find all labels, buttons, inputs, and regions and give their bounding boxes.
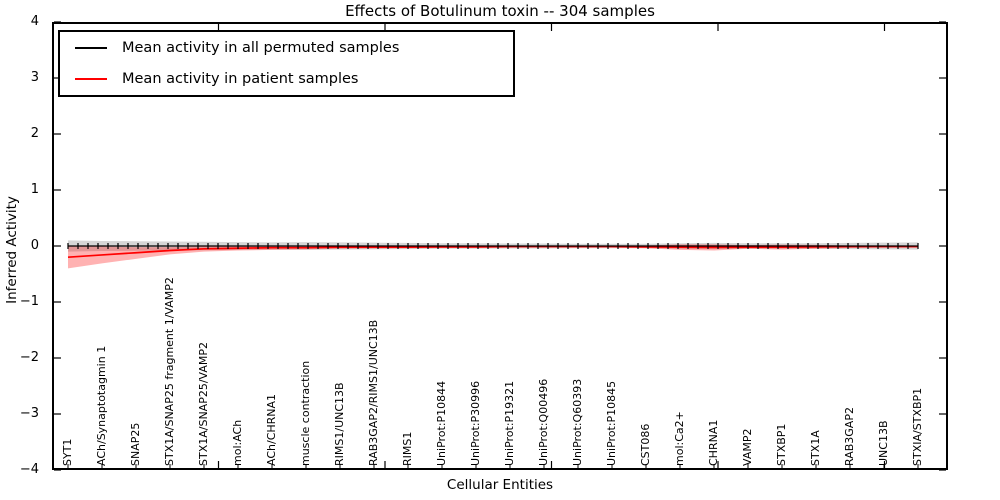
plot-spines (52, 22, 948, 470)
y-tick-label: 4 (30, 14, 39, 29)
x-tick-label: UniProt:P10844 (435, 380, 448, 466)
y-tick-label: −3 (19, 406, 39, 421)
x-tick-label: UniProt:P30996 (469, 380, 482, 466)
y-tick-label: 0 (30, 238, 39, 253)
plot-area (52, 21, 948, 471)
x-tick-label: SNAP25 (129, 422, 142, 466)
x-tick-label: STXIA/STXBP1 (911, 387, 924, 466)
x-tick-label: ACh/CHRNA1 (265, 393, 278, 466)
x-tick-label: RIMS1 (401, 431, 414, 466)
x-tick-label: STX1A/SNAP25 fragment 1/VAMP2 (163, 277, 176, 466)
legend: Mean activity in all permuted samples Me… (58, 30, 515, 97)
chart-title: Effects of Botulinum toxin -- 304 sample… (345, 2, 655, 20)
patient-line (67, 245, 918, 259)
x-tick-label: CST086 (639, 423, 652, 466)
legend-label-permuted: Mean activity in all permuted samples (122, 39, 400, 56)
y-tick-label: −4 (19, 462, 39, 477)
x-tick-label: muscle contraction (299, 360, 312, 466)
x-tick-label: STX1A/SNAP25/VAMP2 (197, 341, 210, 466)
x-tick-label: RAB3GAP2 (843, 407, 856, 466)
x-tick-label: UniProt:P10845 (605, 380, 618, 466)
legend-label-patient: Mean activity in patient samples (122, 70, 359, 87)
x-tick-label: mol:ACh (231, 419, 244, 466)
legend-entry-patient: Mean activity in patient samples (60, 63, 513, 94)
patient-line-swatch (75, 77, 107, 80)
patient-band (68, 244, 918, 269)
x-tick-label: VAMP2 (741, 428, 754, 466)
x-tick-label: ACh/Synaptotagmin 1 (95, 345, 108, 466)
x-tick-label: UNC13B (877, 420, 890, 466)
x-tick-label: mol:Ca2+ (673, 411, 686, 466)
x-axis-label: Cellular Entities (446, 477, 554, 493)
y-tick-label: −2 (19, 350, 39, 365)
legend-entry-permuted: Mean activity in all permuted samples (60, 32, 513, 63)
y-tick-label: 3 (30, 70, 39, 85)
x-tick-label: UniProt:Q60393 (571, 378, 584, 466)
x-tick-label: STXBP1 (775, 423, 788, 466)
x-tick-label: RAB3GAP2/RIMS1/UNC13B (367, 319, 380, 466)
permuted-line-swatch (75, 46, 107, 49)
chart-svg (52, 21, 948, 471)
x-tick-label: CHRNA1 (707, 419, 720, 466)
x-tick-label: STX1A (809, 430, 822, 466)
x-tick-label: SYT1 (61, 438, 74, 466)
y-tick-label: 2 (30, 126, 39, 141)
x-tick-label: RIMS1/UNC13B (333, 382, 346, 466)
y-tick-label: −1 (19, 294, 39, 309)
x-tick-label: UniProt:P19321 (503, 380, 516, 466)
y-tick-label: 1 (30, 182, 39, 197)
x-tick-label: UniProt:Q00496 (537, 378, 550, 466)
